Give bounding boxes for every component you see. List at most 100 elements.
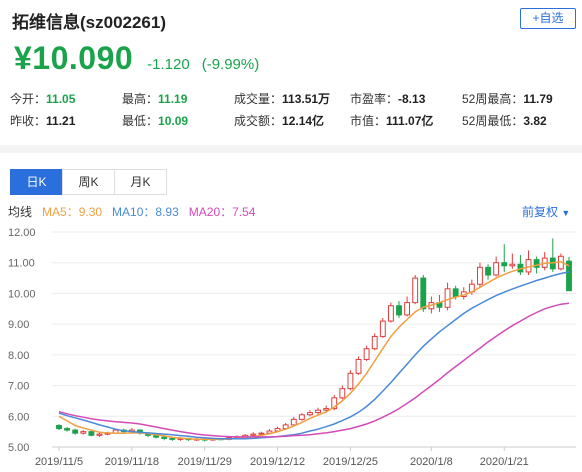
page-title: 拓维信息(sz002261)	[12, 13, 167, 32]
candle-body	[387, 305, 394, 322]
stat-label: 今开：	[10, 92, 47, 106]
section-divider	[0, 145, 582, 153]
y-tick-label: 8.00	[8, 350, 29, 362]
stat-value: 11.21	[46, 114, 76, 128]
kline-chart: 12.00 11.00 10.00 9.00 8.00 7.00 6.00 5.00 2019/…	[8, 227, 576, 468]
candle-body	[72, 429, 79, 434]
chevron-down-icon: ▼	[561, 208, 571, 218]
candle-body	[96, 433, 103, 436]
stat-item: 成交量：113.51万	[234, 90, 330, 107]
candle-body	[444, 288, 451, 308]
current-price: ¥10.090	[14, 40, 134, 76]
candle-body	[501, 262, 508, 267]
stat-item: 52周最低：3.82	[462, 112, 547, 129]
candle-body	[404, 302, 411, 316]
candle-body	[298, 414, 305, 420]
x-tick-label: 2019/12/25	[323, 456, 378, 468]
stat-item: 今开：11.05	[10, 90, 75, 107]
candle-body	[452, 288, 459, 297]
candle-body	[412, 277, 419, 304]
x-tick-label: 2019/12/12	[250, 456, 305, 468]
stat-item: 最低：10.09	[122, 112, 188, 129]
candle-body	[379, 320, 386, 337]
stat-label: 昨收：	[10, 114, 47, 128]
stat-label: 市值：	[350, 114, 387, 128]
candle-body	[420, 277, 427, 310]
candle-body	[566, 260, 572, 292]
tab-kline-0[interactable]: 日K	[10, 169, 63, 195]
stat-label: 52周最低：	[462, 114, 524, 128]
candle-body	[477, 266, 483, 285]
candle-body	[525, 259, 532, 273]
stat-value: 11.19	[158, 92, 188, 106]
stat-label: 最低：	[122, 114, 159, 128]
y-tick-label: 10.00	[8, 288, 36, 300]
y-tick-label: 5.00	[8, 442, 29, 454]
stat-item: 昨收：11.21	[10, 112, 75, 129]
stat-value: 111.07亿	[386, 114, 434, 128]
y-tick-label: 6.00	[8, 411, 29, 423]
ma-legend: 均线 MA5：9.30 MA10：8.93 MA20：7.54	[8, 203, 255, 220]
candle-body	[56, 425, 62, 430]
candle-body	[250, 433, 257, 436]
candle-body	[258, 432, 265, 435]
stat-label: 52周最高：	[462, 92, 524, 106]
stat-value: -8.13	[398, 92, 426, 106]
adjust-label: 前复权	[522, 205, 559, 219]
stat-label: 成交额：	[234, 114, 283, 128]
candle-body	[290, 418, 297, 426]
kline-tabs: 日K 周K 月K	[10, 169, 167, 195]
candle-body	[80, 431, 87, 434]
y-tick-label: 7.00	[8, 381, 29, 393]
tab-kline-2[interactable]: 月K	[114, 169, 167, 195]
stat-item: 52周最高：11.79	[462, 90, 553, 107]
adjust-dropdown[interactable]: 前复权 ▼	[522, 203, 570, 220]
stat-item: 市盈率：-8.13	[350, 90, 425, 107]
x-tick-label: 2019/11/5	[35, 456, 83, 468]
y-tick-label: 9.00	[8, 319, 29, 331]
price-change: -1.120	[147, 56, 190, 73]
stat-value: 3.82	[523, 114, 547, 128]
candle-body	[161, 436, 168, 439]
candle-body	[363, 348, 370, 360]
stat-value: 113.51万	[282, 92, 331, 106]
series-line-ma10	[58, 271, 570, 440]
candle-body	[307, 412, 313, 416]
candle-body	[485, 266, 491, 276]
stat-value: 10.09	[158, 114, 189, 128]
stat-label: 市盈率：	[350, 92, 399, 106]
candle-body	[355, 358, 362, 374]
candle-body	[371, 335, 378, 350]
stat-value: 11.05	[46, 92, 76, 106]
candle-body	[396, 305, 402, 316]
stat-item: 成交额：12.14亿	[234, 112, 324, 129]
stat-label: 成交量：	[234, 92, 283, 106]
add-watchlist-button[interactable]: +自选	[520, 8, 576, 29]
candle-body	[315, 409, 321, 414]
x-tick-label: 2020/1/21	[480, 456, 529, 468]
x-tick-label: 2019/11/29	[178, 456, 232, 468]
ma5-legend: MA5：9.30	[42, 205, 103, 219]
x-tick-label: 2019/11/18	[105, 456, 159, 468]
y-tick-label: 12.00	[8, 227, 36, 239]
price-row: ¥10.090 -1.120 (-9.99%)	[14, 40, 259, 80]
stat-value: 12.14亿	[282, 114, 325, 128]
candle-body	[347, 372, 354, 390]
stat-item: 最高：11.19	[122, 90, 187, 107]
candle-body	[64, 428, 71, 431]
price-change-percent: (-9.99%)	[201, 56, 260, 73]
ma-legend-label: 均线	[8, 205, 33, 219]
y-tick-label: 11.00	[8, 258, 35, 270]
candle-body	[533, 259, 540, 268]
candle-body	[323, 408, 330, 411]
candle-body	[331, 397, 338, 410]
stat-label: 最高：	[122, 92, 159, 106]
candle-body	[88, 431, 95, 436]
candle-body	[509, 263, 516, 267]
tab-kline-1[interactable]: 周K	[62, 169, 115, 195]
series-line-ma20	[58, 302, 570, 438]
candle-body	[339, 388, 346, 399]
candle-body	[493, 262, 500, 276]
ma10-legend: MA10：8.93	[112, 205, 179, 219]
stat-item: 市值：111.07亿	[350, 112, 433, 129]
